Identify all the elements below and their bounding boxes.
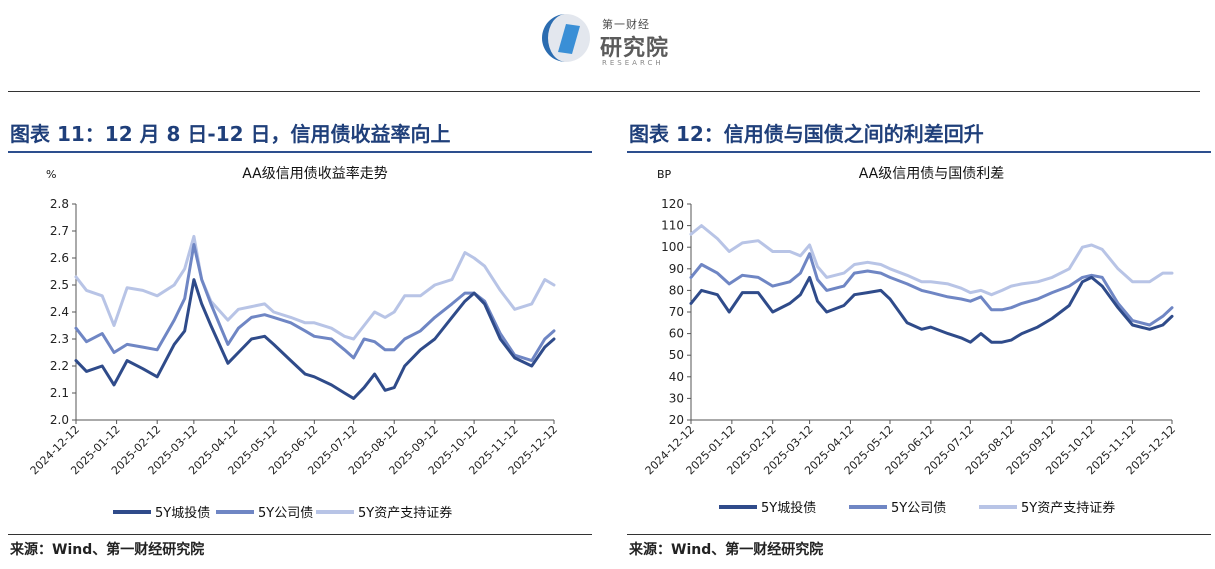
chart-title: AA级信用债收益率走势	[242, 165, 388, 182]
source-divider	[8, 534, 592, 535]
logo-small-text: 第一财经	[602, 18, 650, 31]
legend-label: 5Y资产支持证券	[1021, 500, 1115, 516]
y-tick-label: 80	[669, 283, 684, 297]
y-tick-label: 2.3	[50, 332, 69, 346]
y-tick-label: 70	[669, 305, 684, 319]
brand-logo: 第一财经 研究院 RESEARCH	[540, 12, 680, 70]
legend-label: 5Y公司债	[891, 501, 946, 516]
logo-en-text: RESEARCH	[602, 59, 664, 67]
y-tick-label: 30	[669, 391, 684, 405]
series-line-1	[689, 252, 1174, 327]
y-axis-unit: BP	[657, 168, 672, 181]
source-note: 来源：Wind、第一财经研究院	[10, 542, 205, 558]
logo-mark-icon	[542, 14, 590, 62]
header-divider	[8, 91, 1200, 92]
y-tick-label: 100	[661, 240, 684, 254]
series-line-0	[74, 278, 556, 400]
logo-big-text: 研究院	[600, 36, 670, 61]
legend-label: 5Y公司债	[258, 506, 313, 521]
y-tick-label: 90	[669, 262, 684, 276]
y-tick-label: 2.0	[50, 413, 69, 427]
y-tick-label: 60	[669, 327, 684, 341]
spread-chart-svg: AA级信用债与国债利差BP203040506070809010011012020…	[643, 166, 1178, 516]
y-tick-label: 50	[669, 348, 684, 362]
yield-chart: AA级信用债收益率走势% 2.0 2.1 2.2 2.3 2.4 2.5 2.6 2.7 2.8 2…	[8, 156, 592, 526]
y-tick-label: 2.7	[50, 224, 69, 238]
y-tick-label: 2.4	[50, 305, 69, 319]
y-tick-label: 20	[669, 413, 684, 427]
y-tick-label: 2.5	[50, 278, 69, 292]
series-line-2	[74, 234, 556, 341]
series-line-2	[689, 224, 1174, 297]
y-tick-label: 120	[661, 197, 684, 211]
y-tick-label: 2.1	[50, 386, 69, 400]
title-divider	[8, 151, 592, 153]
y-tick-label: 2.6	[50, 251, 69, 265]
series-line-1	[74, 243, 556, 363]
source-note: 来源：Wind、第一财经研究院	[629, 542, 824, 558]
spread-chart: AA级信用债与国债利差 BP 20 30 40 50 60 70 80 90 100 110 120 20…	[627, 156, 1211, 526]
chart-title: AA级信用债与国债利差	[859, 166, 1005, 182]
legend-label: 5Y资产支持证券	[358, 505, 452, 521]
series-line-0	[689, 275, 1174, 344]
y-tick-label: 2.2	[50, 359, 69, 373]
y-tick-label: 110	[661, 219, 684, 233]
source-divider	[627, 534, 1211, 535]
panel-title: 图表 12：信用债与国债之间的利差回升	[629, 122, 984, 146]
chart-panel-yield: 图表 11：12 月 8 日-12 日，信用债收益率向上 AA级信用债收益率走势…	[8, 116, 592, 569]
legend-label: 5Y城投债	[761, 500, 816, 516]
panel-title: 图表 11：12 月 8 日-12 日，信用债收益率向上	[10, 122, 451, 146]
y-tick-label: 2.8	[50, 197, 69, 211]
chart-panel-spread: 图表 12：信用债与国债之间的利差回升 AA级信用债与国债利差 BP 20 30 40 5…	[627, 116, 1211, 569]
title-divider	[627, 151, 1211, 153]
y-tick-label: 40	[669, 370, 684, 384]
legend-label: 5Y城投债	[155, 505, 210, 521]
yield-chart-svg: AA级信用债收益率走势%2.02.12.22.32.42.52.62.72.82…	[28, 165, 560, 521]
y-axis-unit: %	[46, 168, 56, 181]
